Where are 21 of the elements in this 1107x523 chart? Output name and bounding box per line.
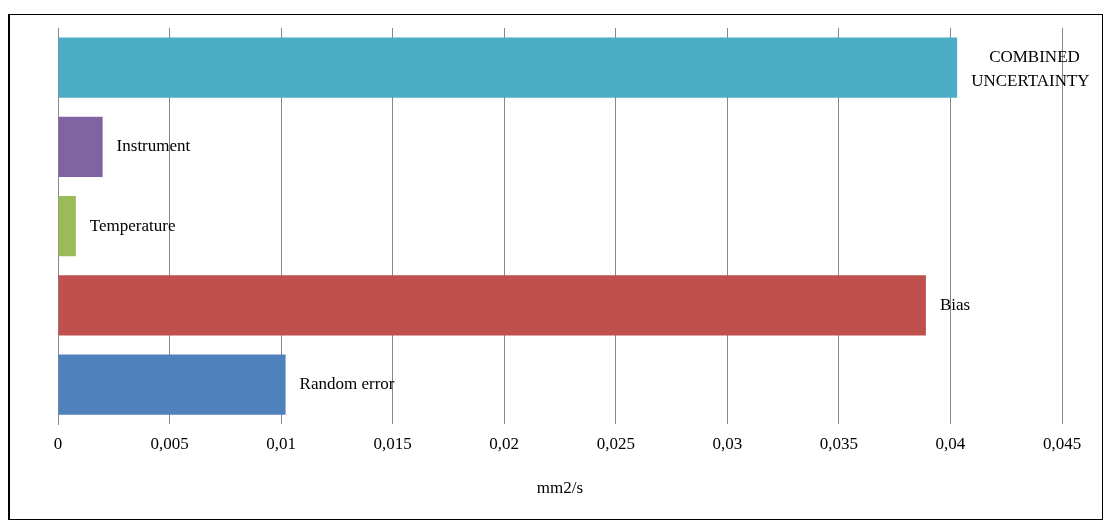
x-tick-label: 0,015 — [373, 433, 412, 453]
bar — [58, 195, 76, 257]
x-tick-label: 0,01 — [266, 433, 296, 453]
y-tick-label: Random error — [299, 374, 395, 394]
y-tick-label: Temperature — [89, 215, 176, 235]
bar — [58, 116, 103, 177]
x-tick-label: 0,035 — [819, 433, 859, 453]
x-tick-label: 0,045 — [1042, 433, 1082, 453]
bar — [58, 37, 958, 98]
x-tick-label: 0,005 — [150, 433, 189, 453]
x-tick-label: 0,04 — [935, 433, 966, 453]
y-tick-label: COMBINED UNCERTAINTY — [971, 47, 1090, 91]
x-tick-label: 0,03 — [712, 433, 743, 453]
bar — [58, 275, 926, 336]
x-tick-label: 0 — [53, 433, 63, 453]
y-tick-label: Bias — [939, 294, 971, 314]
y-tick-label: Instrument — [116, 136, 191, 156]
x-axis-title: mm2/s — [536, 478, 584, 498]
x-tick-label: 0,025 — [596, 433, 635, 453]
bar — [58, 354, 286, 415]
x-tick-label: 0,02 — [489, 433, 520, 453]
